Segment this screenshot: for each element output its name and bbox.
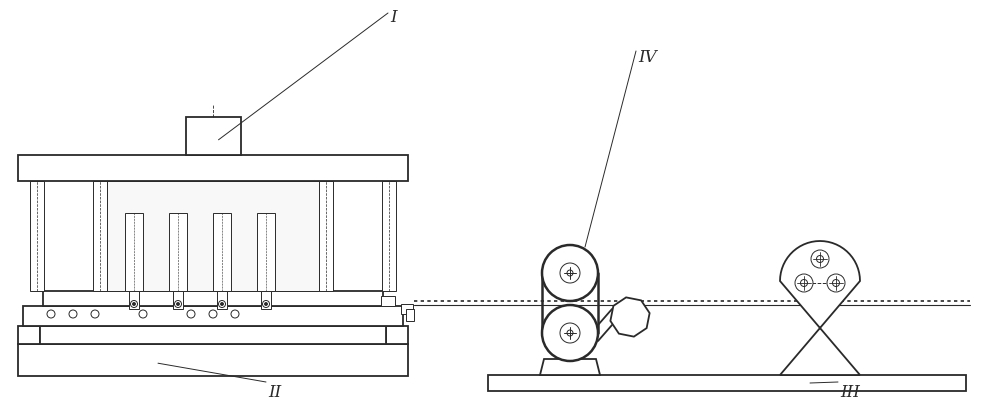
Bar: [125, 213, 143, 291]
Circle shape: [262, 301, 270, 307]
Bar: [173, 291, 183, 309]
Circle shape: [567, 270, 573, 276]
Bar: [488, 375, 966, 391]
Circle shape: [130, 301, 138, 307]
Circle shape: [220, 303, 224, 305]
Circle shape: [811, 250, 829, 268]
Circle shape: [231, 310, 239, 318]
Bar: [217, 291, 227, 309]
Circle shape: [176, 303, 180, 305]
Circle shape: [542, 245, 598, 301]
Circle shape: [795, 274, 813, 292]
Bar: [43, 291, 383, 306]
Circle shape: [560, 323, 580, 343]
Bar: [319, 181, 333, 291]
Polygon shape: [780, 241, 860, 375]
Bar: [401, 304, 413, 314]
Circle shape: [187, 310, 195, 318]
Circle shape: [800, 280, 808, 286]
Circle shape: [567, 330, 573, 336]
Circle shape: [69, 310, 77, 318]
Text: I: I: [390, 9, 397, 26]
Bar: [386, 326, 408, 344]
Circle shape: [832, 280, 840, 286]
Circle shape: [209, 310, 217, 318]
Circle shape: [264, 303, 268, 305]
Bar: [40, 326, 386, 344]
Bar: [18, 155, 408, 181]
Bar: [261, 291, 271, 309]
Circle shape: [560, 263, 580, 283]
Circle shape: [175, 301, 182, 307]
Bar: [30, 181, 44, 291]
Circle shape: [827, 274, 845, 292]
Bar: [257, 213, 275, 291]
Polygon shape: [540, 359, 600, 375]
Bar: [406, 309, 414, 321]
Bar: [169, 213, 187, 291]
Circle shape: [218, 301, 226, 307]
Text: II: II: [268, 384, 281, 401]
Bar: [107, 181, 319, 291]
Bar: [213, 213, 231, 291]
Bar: [93, 181, 107, 291]
Bar: [381, 296, 395, 306]
Bar: [18, 326, 40, 344]
Circle shape: [132, 303, 136, 305]
Circle shape: [542, 305, 598, 361]
Circle shape: [139, 310, 147, 318]
Circle shape: [47, 310, 55, 318]
Bar: [186, 117, 240, 155]
Bar: [382, 181, 396, 291]
Bar: [129, 291, 139, 309]
Text: III: III: [840, 384, 860, 401]
Bar: [18, 344, 408, 376]
Bar: [23, 306, 403, 326]
Circle shape: [91, 310, 99, 318]
Polygon shape: [610, 297, 650, 337]
Text: IV: IV: [638, 49, 657, 66]
Circle shape: [816, 255, 824, 263]
